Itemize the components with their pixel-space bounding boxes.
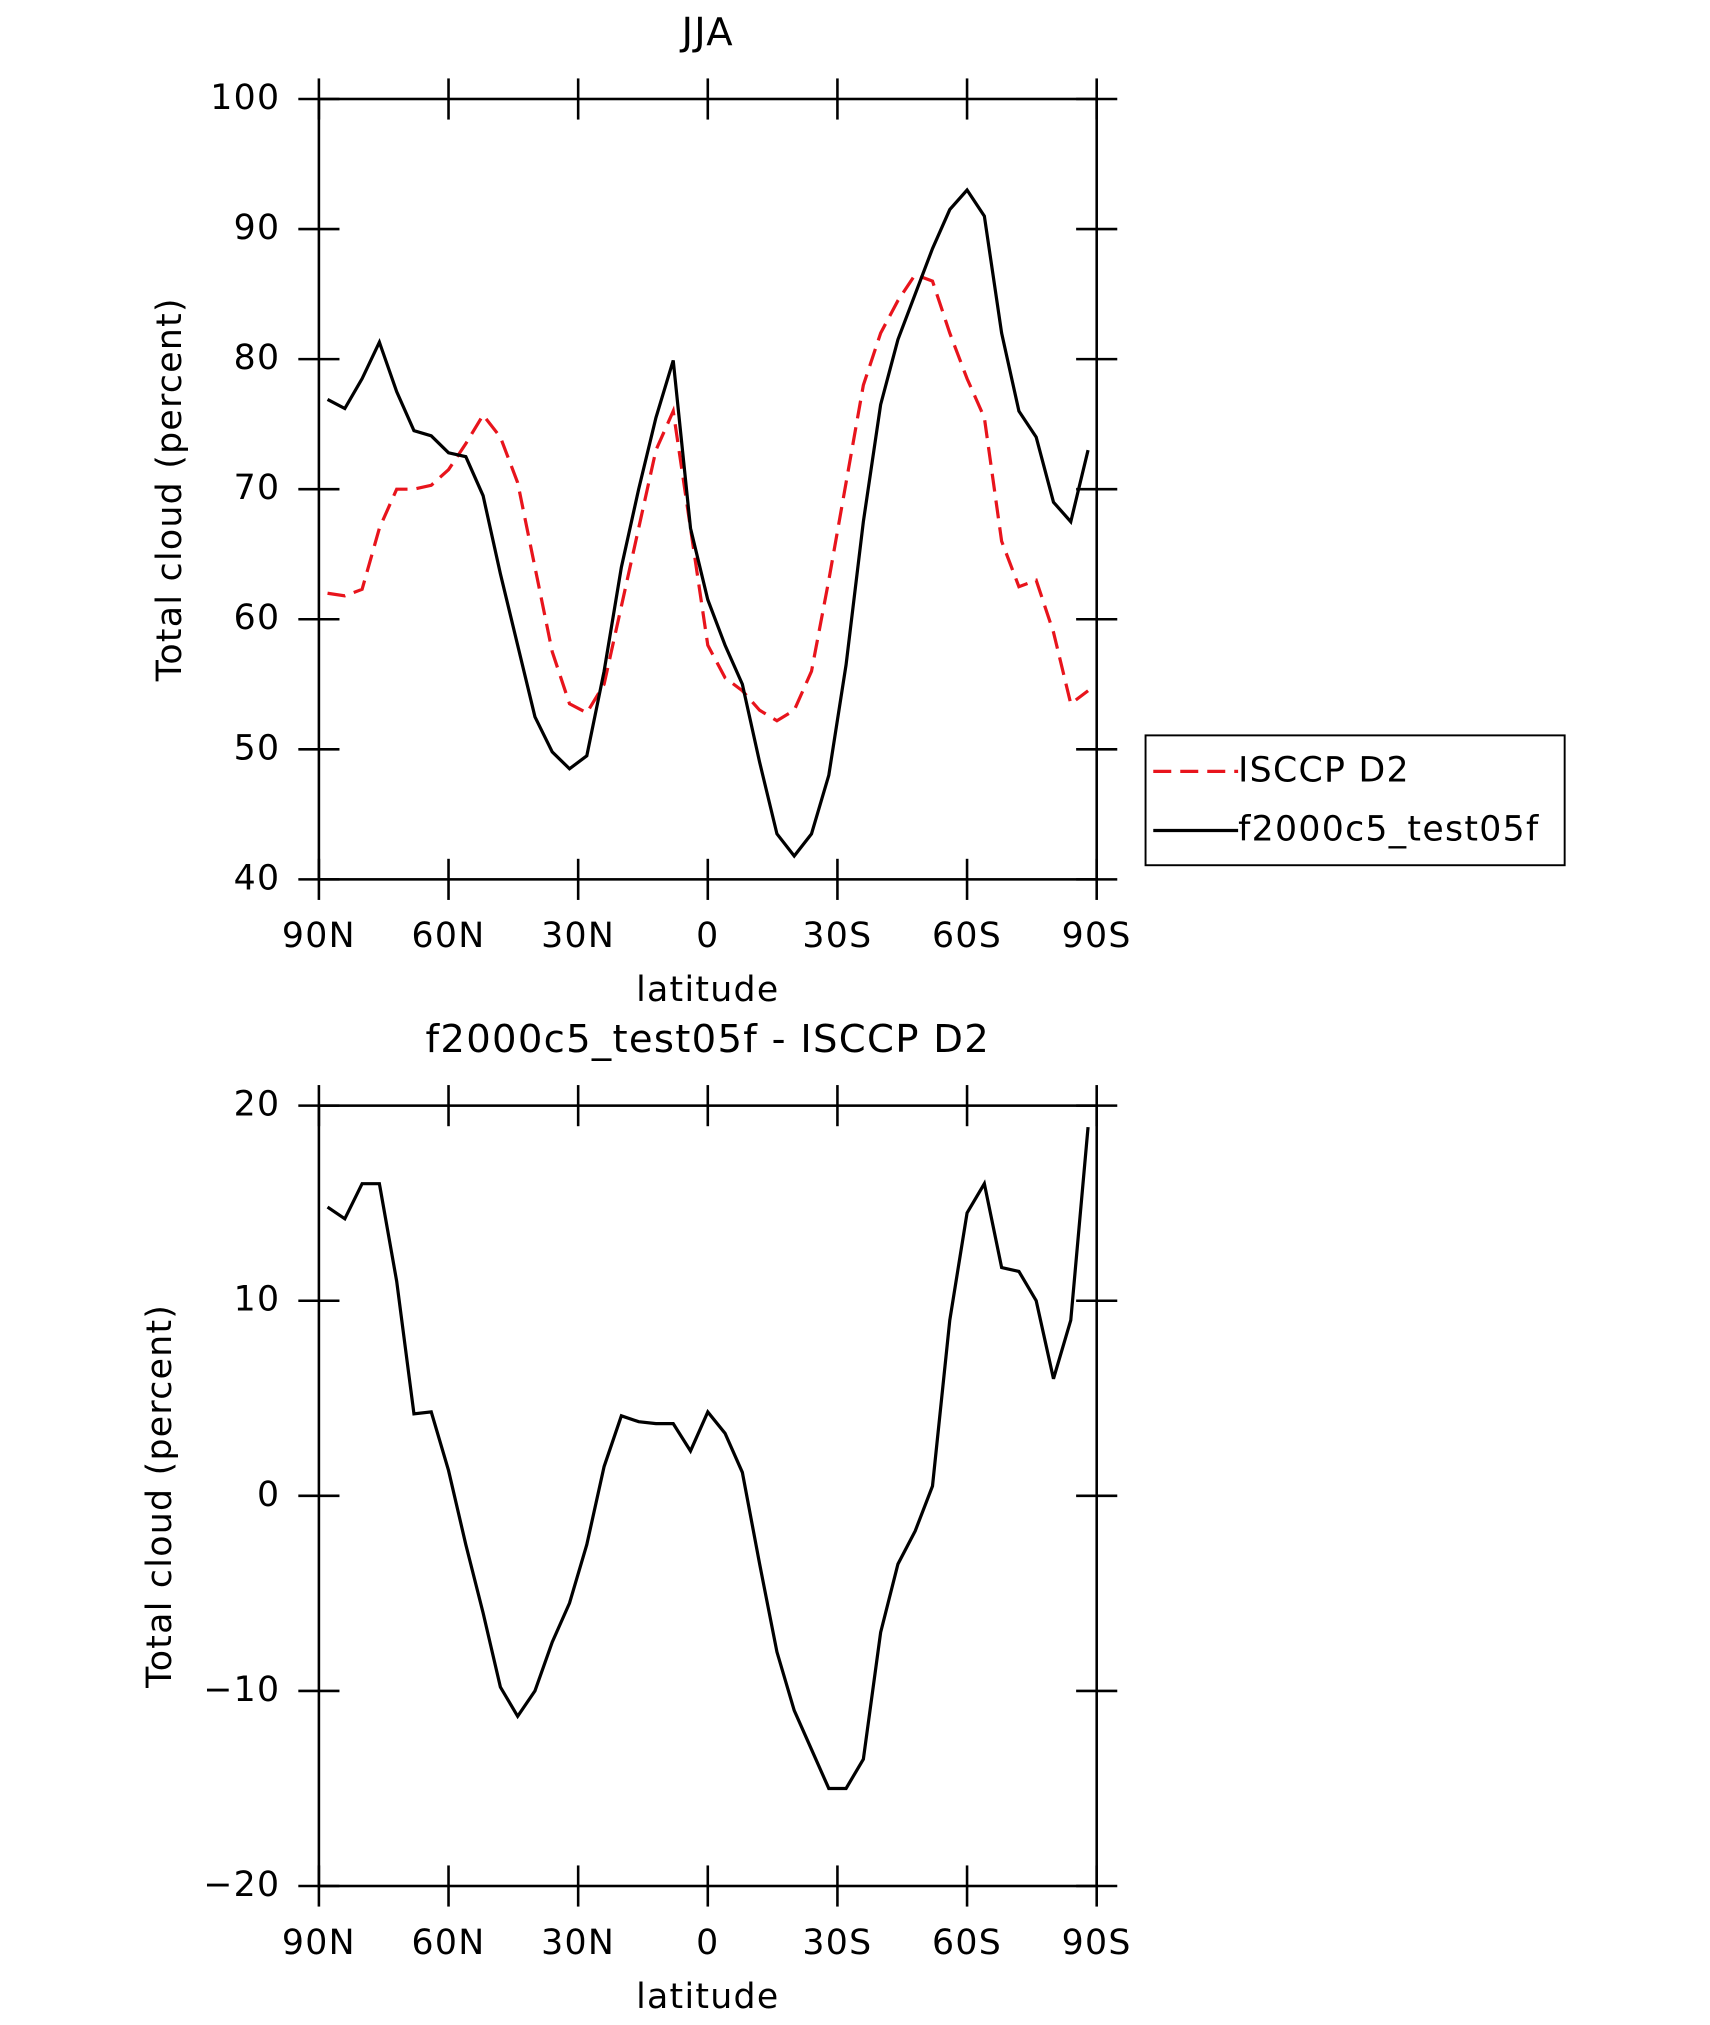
y-axis-label: Total cloud (percent) bbox=[140, 1304, 180, 1689]
x-tick-label: 60N bbox=[412, 1923, 486, 1963]
x-tick-label: 90N bbox=[282, 1923, 356, 1963]
x-axis-label: latitude bbox=[636, 1977, 779, 2017]
x-tick-label: 0 bbox=[696, 916, 719, 956]
x-tick-label: 0 bbox=[696, 1923, 719, 1963]
chart-title: JJA bbox=[680, 10, 734, 55]
y-tick-label: 40 bbox=[234, 858, 281, 898]
x-tick-label: 60N bbox=[412, 916, 486, 956]
plot-frame bbox=[317, 1104, 1098, 1888]
y-tick-label: 70 bbox=[234, 468, 281, 508]
plot-frame bbox=[317, 97, 1098, 881]
legend-label: f2000c5_test05f bbox=[1238, 810, 1539, 850]
y-tick-label: −10 bbox=[203, 1670, 280, 1710]
series-line bbox=[327, 272, 1090, 723]
x-axis-label: latitude bbox=[636, 970, 779, 1010]
y-tick-label: 60 bbox=[234, 598, 281, 638]
y-tick-label: 0 bbox=[257, 1475, 280, 1515]
x-tick-label: 60S bbox=[932, 916, 1002, 956]
x-tick-label: 90S bbox=[1062, 916, 1132, 956]
series-line bbox=[326, 1126, 1090, 1791]
y-tick-label: 90 bbox=[234, 208, 281, 248]
y-tick-label: 100 bbox=[210, 78, 280, 118]
x-tick-label: 30S bbox=[802, 1923, 872, 1963]
x-tick-label: 30N bbox=[541, 1923, 615, 1963]
x-tick-label: 30S bbox=[802, 916, 872, 956]
y-tick-label: 50 bbox=[234, 728, 281, 768]
legend-label: ISCCP D2 bbox=[1238, 750, 1410, 790]
y-axis-label: Total cloud (percent) bbox=[150, 297, 190, 682]
y-tick-label: −20 bbox=[203, 1865, 280, 1905]
chart-title: f2000c5_test05f - ISCCP D2 bbox=[426, 1017, 991, 1062]
x-tick-label: 30N bbox=[541, 916, 615, 956]
legend-box bbox=[1144, 734, 1566, 867]
y-tick-label: 20 bbox=[234, 1085, 281, 1125]
x-tick-label: 90N bbox=[282, 916, 356, 956]
x-tick-label: 90S bbox=[1062, 1923, 1132, 1963]
y-tick-label: 10 bbox=[234, 1280, 281, 1320]
x-tick-label: 60S bbox=[932, 1923, 1002, 1963]
y-tick-label: 80 bbox=[234, 338, 281, 378]
series-line bbox=[326, 187, 1090, 859]
